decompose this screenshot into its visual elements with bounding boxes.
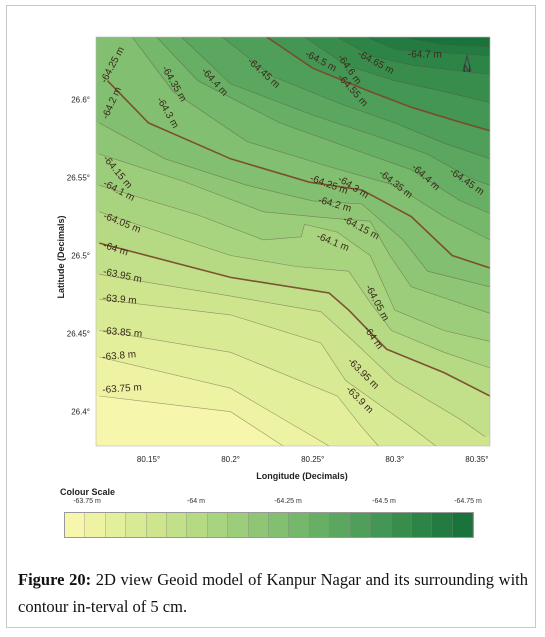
- contour-label: -63.9 m: [102, 293, 137, 307]
- contour-line: [366, 37, 490, 56]
- x-tick-label: 80.3°: [385, 455, 404, 464]
- colour-scale-swatch: [126, 513, 147, 537]
- colour-scale-label: -63.75 m: [73, 498, 101, 505]
- colour-scale-swatch: [85, 513, 106, 537]
- colour-scale-swatch: [269, 513, 290, 537]
- contour-line: [99, 356, 330, 446]
- contour-line: [99, 185, 490, 342]
- figure-caption: Figure 20: 2D view Geoid model of Kanpur…: [18, 566, 528, 620]
- colour-scale-swatch: [309, 513, 331, 537]
- contour-line: [99, 242, 490, 397]
- contour-label: -63.75 m: [102, 382, 142, 396]
- colour-scale-swatch: [432, 513, 453, 537]
- colour-scale-swatch: [371, 513, 392, 537]
- colour-scale-swatch: [330, 513, 351, 537]
- x-tick-label: 80.2°: [221, 455, 240, 464]
- plot-border: [95, 36, 491, 447]
- x-tick-label: 80.15°: [137, 455, 160, 464]
- contour-line: [337, 37, 490, 75]
- colour-scale-swatch: [207, 513, 229, 537]
- contour-label: -63.8 m: [102, 349, 137, 363]
- caption-text: 2D view Geoid model of Kanpur Nagar and …: [18, 570, 528, 616]
- colour-scale-swatch: [146, 513, 168, 537]
- contour-line: [99, 274, 486, 437]
- colour-scale-label: -64.75 m: [454, 498, 482, 505]
- colour-scale-swatch: [452, 513, 474, 537]
- contour-line: [99, 330, 379, 446]
- colour-scale-label: -64.5 m: [372, 498, 396, 505]
- caption-lead: Figure 20:: [18, 570, 92, 589]
- colour-scale-swatch: [391, 513, 412, 537]
- contour-label: -63.85 m: [102, 326, 142, 340]
- contour-line: [99, 122, 490, 288]
- y-tick-label: 26.4°: [71, 408, 90, 417]
- y-axis-label: Latitude (Decimals): [56, 215, 66, 298]
- colour-scale-swatch: [289, 513, 310, 537]
- contour-line: [266, 37, 490, 132]
- x-tick-label: 80.25°: [301, 455, 324, 464]
- contour-line: [156, 37, 490, 214]
- y-tick-label: 26.55°: [67, 173, 90, 182]
- colour-scale-swatch: [228, 513, 249, 537]
- contour-band-fill: [96, 37, 490, 56]
- north-label: N: [463, 63, 471, 75]
- colour-scale-bar: [64, 512, 474, 538]
- colour-scale-swatch: [411, 513, 433, 537]
- colour-scale-title: Colour Scale: [60, 487, 116, 497]
- contour-line: [402, 37, 490, 47]
- contour-line: [106, 80, 490, 269]
- contour-line: [99, 395, 284, 446]
- colour-scale-swatch: [350, 513, 372, 537]
- y-tick-label: 26.6°: [71, 95, 90, 104]
- colour-scale-swatch: [105, 513, 127, 537]
- contour-line: [99, 153, 490, 314]
- y-tick-label: 26.5°: [71, 252, 90, 261]
- contour-line: [181, 37, 490, 186]
- colour-scale-swatch: [65, 513, 86, 537]
- contour-band-fill: [96, 37, 490, 47]
- contour-line: [131, 37, 490, 241]
- colour-scale-label: -64.25 m: [274, 498, 302, 505]
- north-arrow-icon: N: [462, 54, 472, 75]
- colour-scale-label: -64 m: [187, 498, 205, 505]
- contour-line: [304, 37, 490, 103]
- colour-scale-labels: -63.75 m -64 m -64.25 m -64.5 m -64.75 m: [60, 498, 482, 510]
- contour-label: -64.7 m: [408, 49, 442, 60]
- contour-line: [99, 211, 490, 369]
- x-axis-label: Longitude (Decimals): [256, 471, 348, 481]
- colour-scale-swatch: [187, 513, 208, 537]
- contour-line: [222, 37, 490, 160]
- colour-scale-swatch: [248, 513, 270, 537]
- colour-scale-swatch: [167, 513, 188, 537]
- contour-line: [99, 299, 436, 446]
- y-tick-label: 26.45°: [67, 330, 90, 339]
- x-tick-label: 80.35°: [465, 455, 488, 464]
